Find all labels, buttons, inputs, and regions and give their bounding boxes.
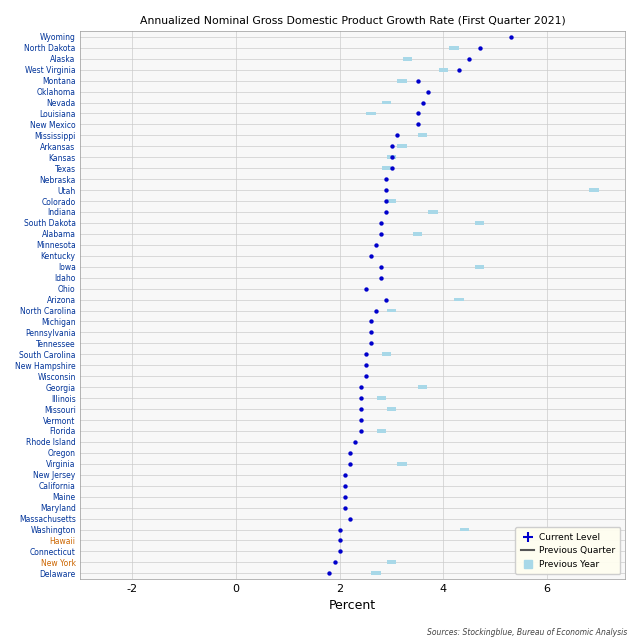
FancyBboxPatch shape: [376, 429, 386, 433]
Point: [376, 262, 387, 272]
FancyBboxPatch shape: [382, 166, 391, 170]
FancyBboxPatch shape: [589, 188, 598, 192]
Point: [350, 437, 360, 447]
Point: [335, 535, 345, 545]
Point: [324, 568, 335, 579]
Point: [345, 459, 355, 469]
Point: [366, 251, 376, 261]
Point: [355, 393, 365, 403]
Point: [381, 196, 392, 206]
FancyBboxPatch shape: [382, 353, 391, 356]
Point: [366, 316, 376, 326]
FancyBboxPatch shape: [454, 298, 464, 301]
FancyBboxPatch shape: [387, 308, 396, 312]
FancyBboxPatch shape: [376, 396, 386, 400]
Point: [387, 163, 397, 173]
FancyBboxPatch shape: [428, 210, 438, 214]
Point: [335, 524, 345, 534]
FancyBboxPatch shape: [449, 46, 458, 50]
Title: Annualized Nominal Gross Domestic Product Growth Rate (First Quarter 2021): Annualized Nominal Gross Domestic Produc…: [140, 15, 566, 25]
Point: [387, 152, 397, 163]
Point: [371, 240, 381, 250]
FancyBboxPatch shape: [387, 407, 396, 411]
FancyBboxPatch shape: [475, 221, 484, 225]
Point: [360, 284, 371, 294]
Point: [355, 426, 365, 436]
Point: [345, 513, 355, 524]
Point: [376, 273, 387, 283]
Point: [392, 130, 402, 140]
Point: [360, 349, 371, 360]
Point: [330, 557, 340, 568]
Point: [340, 470, 350, 480]
Point: [340, 492, 350, 502]
Point: [381, 185, 392, 195]
Point: [345, 448, 355, 458]
FancyBboxPatch shape: [397, 145, 406, 148]
FancyBboxPatch shape: [387, 199, 396, 203]
Point: [340, 502, 350, 513]
Point: [360, 360, 371, 371]
FancyBboxPatch shape: [418, 385, 428, 389]
Point: [355, 382, 365, 392]
FancyBboxPatch shape: [413, 232, 422, 236]
FancyBboxPatch shape: [366, 111, 376, 115]
Point: [371, 305, 381, 316]
FancyBboxPatch shape: [387, 156, 396, 159]
Point: [454, 65, 464, 75]
Point: [506, 32, 516, 42]
Point: [381, 207, 392, 217]
FancyBboxPatch shape: [387, 561, 396, 564]
Point: [340, 481, 350, 491]
Point: [355, 415, 365, 425]
Point: [376, 228, 387, 239]
FancyBboxPatch shape: [371, 572, 381, 575]
X-axis label: Percent: Percent: [329, 599, 376, 612]
Text: Sources: Stockingblue, Bureau of Economic Analysis: Sources: Stockingblue, Bureau of Economi…: [427, 628, 627, 637]
FancyBboxPatch shape: [460, 527, 469, 531]
Point: [366, 339, 376, 349]
Point: [464, 54, 474, 64]
Point: [412, 108, 422, 118]
Point: [412, 119, 422, 129]
Point: [423, 86, 433, 97]
FancyBboxPatch shape: [397, 462, 406, 466]
Point: [381, 294, 392, 305]
FancyBboxPatch shape: [418, 133, 428, 137]
Point: [412, 76, 422, 86]
FancyBboxPatch shape: [397, 79, 406, 83]
Point: [355, 404, 365, 414]
FancyBboxPatch shape: [382, 100, 391, 104]
Point: [376, 218, 387, 228]
Point: [418, 97, 428, 108]
FancyBboxPatch shape: [403, 57, 412, 61]
Point: [366, 327, 376, 337]
Point: [335, 547, 345, 557]
Point: [360, 371, 371, 381]
FancyBboxPatch shape: [475, 265, 484, 269]
Point: [475, 43, 485, 53]
FancyBboxPatch shape: [439, 68, 448, 72]
Legend: Current Level, Previous Quarter, Previous Year: Current Level, Previous Quarter, Previou…: [515, 527, 621, 574]
Point: [387, 141, 397, 152]
Point: [381, 174, 392, 184]
